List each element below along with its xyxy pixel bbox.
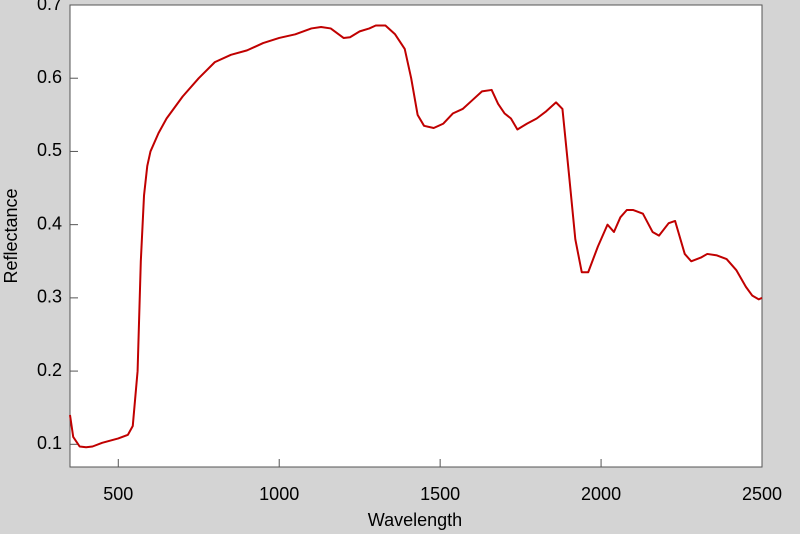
- y-tick-label: 0.7: [37, 0, 62, 14]
- x-tick-label: 1000: [259, 484, 299, 504]
- y-tick-label: 0.3: [37, 287, 62, 307]
- y-tick-label: 0.6: [37, 67, 62, 87]
- y-tick-label: 0.1: [37, 433, 62, 453]
- x-axis-label: Wavelength: [368, 510, 462, 530]
- y-tick-label: 0.2: [37, 360, 62, 380]
- y-axis-label: Reflectance: [1, 188, 21, 283]
- x-tick-label: 1500: [420, 484, 460, 504]
- x-tick-label: 2500: [742, 484, 782, 504]
- x-tick-label: 2000: [581, 484, 621, 504]
- spectrum-line: [69, 24, 763, 449]
- y-tick-label: 0.5: [37, 140, 62, 160]
- x-tick-label: 500: [103, 484, 133, 504]
- y-tick-label: 0.4: [37, 213, 62, 233]
- plot-area: [69, 4, 763, 468]
